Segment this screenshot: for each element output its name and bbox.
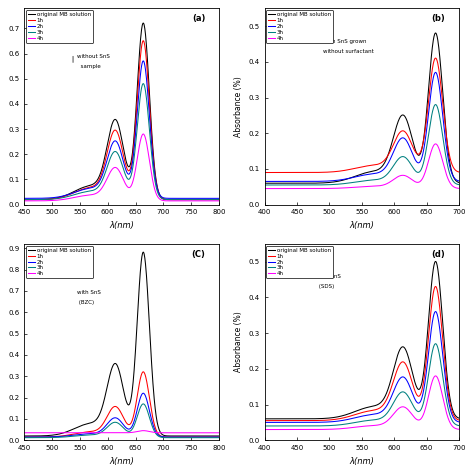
X-axis label: λ(nm): λ(nm)	[349, 456, 374, 465]
Text: with SnS: with SnS	[317, 274, 341, 279]
X-axis label: λ(nm): λ(nm)	[109, 221, 134, 230]
Legend: original MB solution, 1h, 2h, 3h, 4h: original MB solution, 1h, 2h, 3h, 4h	[26, 246, 93, 278]
Legend: original MB solution, 1h, 2h, 3h, 4h: original MB solution, 1h, 2h, 3h, 4h	[266, 10, 333, 43]
Y-axis label: Absorbance (%): Absorbance (%)	[234, 312, 243, 373]
Text: (BZC): (BZC)	[77, 300, 94, 305]
X-axis label: λ(nm): λ(nm)	[109, 456, 134, 465]
Text: (d): (d)	[431, 250, 445, 259]
Text: sample: sample	[77, 64, 100, 69]
Text: without surfactant: without surfactant	[323, 48, 374, 54]
Y-axis label: Absorbance (%): Absorbance (%)	[234, 76, 243, 137]
Legend: original MB solution, 1h, 2h, 3h, 4h: original MB solution, 1h, 2h, 3h, 4h	[26, 10, 93, 43]
Text: (C): (C)	[191, 250, 205, 259]
Text: with SnS: with SnS	[77, 290, 101, 295]
X-axis label: λ(nm): λ(nm)	[349, 221, 374, 230]
Text: With SnS grown: With SnS grown	[323, 39, 366, 44]
Text: (b): (b)	[431, 14, 445, 23]
Text: without SnS: without SnS	[77, 55, 110, 59]
Legend: original MB solution, 1h, 2h, 3h, 4h: original MB solution, 1h, 2h, 3h, 4h	[266, 246, 333, 278]
Text: (SDS): (SDS)	[317, 284, 334, 289]
Text: (a): (a)	[192, 14, 205, 23]
